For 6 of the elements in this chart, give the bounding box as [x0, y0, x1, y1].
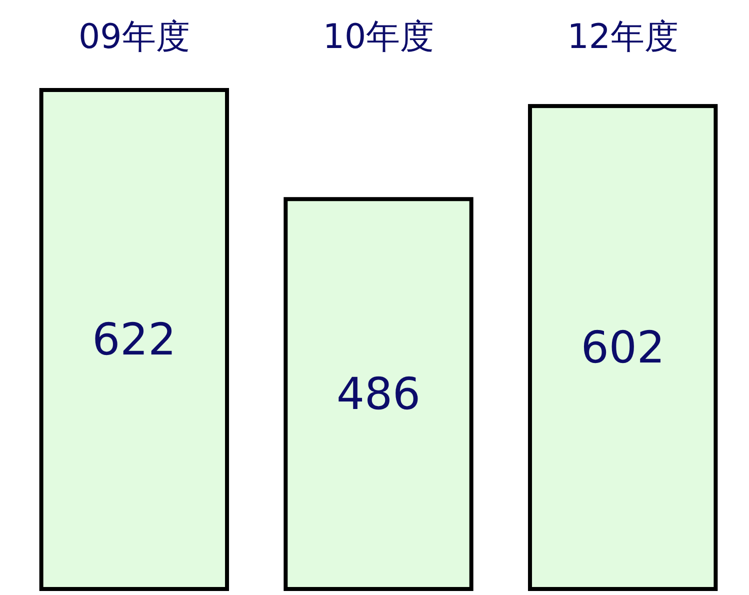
data-label: 622: [92, 314, 176, 366]
data-label: 602: [580, 322, 665, 374]
category-label: 10年度: [322, 17, 434, 57]
data-label: 486: [336, 369, 420, 420]
category-label: 09年度: [78, 17, 190, 57]
category-label: 12年度: [567, 17, 678, 57]
